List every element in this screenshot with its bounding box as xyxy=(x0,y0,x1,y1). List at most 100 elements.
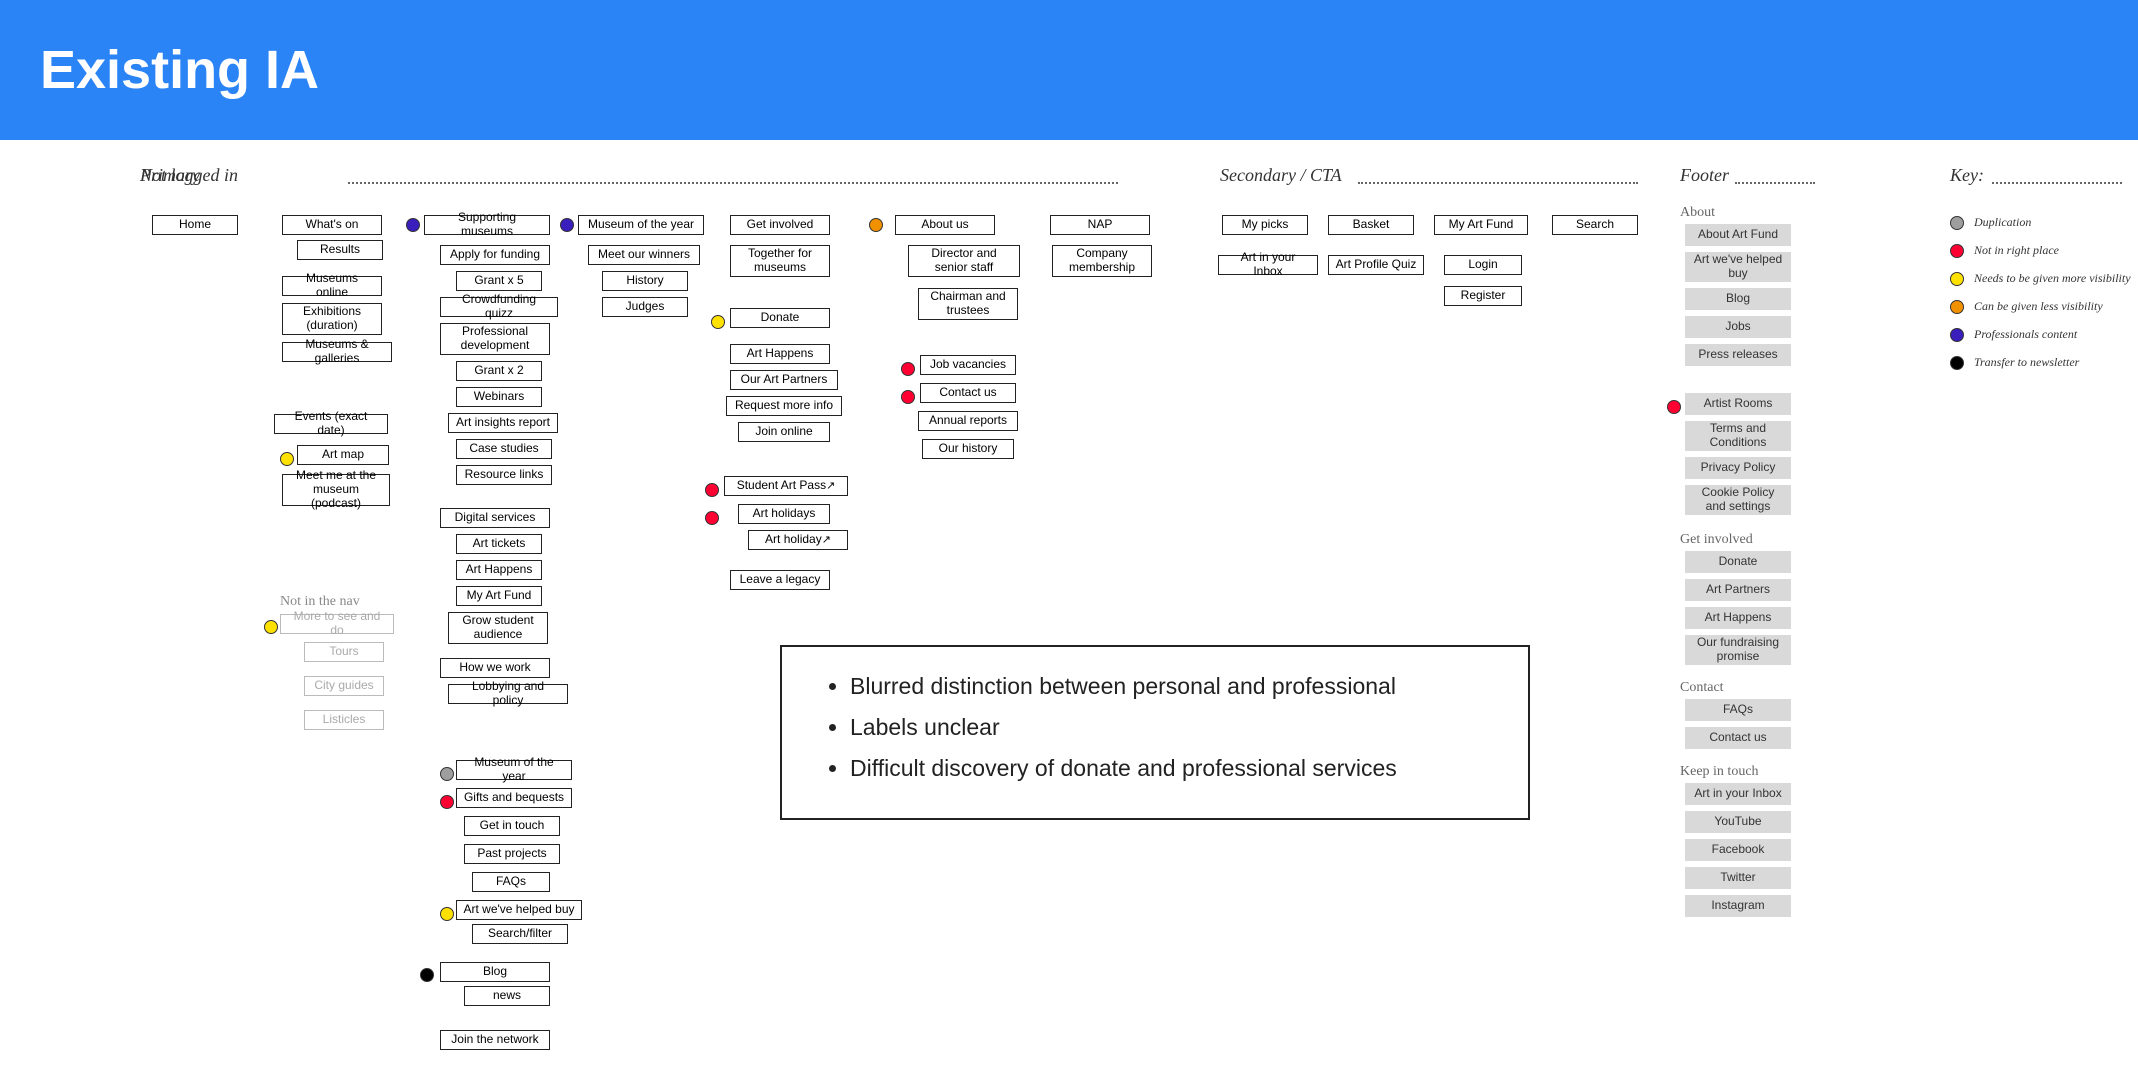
box-my-picks: My picks xyxy=(1222,215,1308,235)
annotation-dot xyxy=(264,620,278,634)
box-city-guides: City guides xyxy=(304,676,384,696)
box-director: Director and senior staff xyxy=(908,245,1020,277)
key-duplication: Duplication xyxy=(1950,215,2031,230)
box-faqs: FAQs xyxy=(472,872,550,892)
box-art-happens: Art Happens xyxy=(456,560,542,580)
box-register: Register xyxy=(1444,286,1522,306)
fbox-inbox: Art in your Inbox xyxy=(1685,783,1791,805)
fbox-art-helped: Art we've helped buy xyxy=(1685,252,1791,282)
box-museums-online: Museums online xyxy=(282,276,382,296)
box-art-holiday: Art holiday xyxy=(748,530,848,550)
box-exhibitions: Exhibitions (duration) xyxy=(282,303,382,335)
fbox-instagram: Instagram xyxy=(1685,895,1791,917)
note-3: Difficult discovery of donate and profes… xyxy=(850,753,1496,784)
box-case-studies: Case studies xyxy=(456,439,552,459)
key-more-visibility: Needs to be given more visibility xyxy=(1950,271,2131,286)
annotation-dot xyxy=(440,795,454,809)
box-vacancies: Job vacancies xyxy=(920,355,1016,375)
annotation-dot xyxy=(711,315,725,329)
fbox-happens: Art Happens xyxy=(1685,607,1791,629)
box-more-to-see: More to see and do xyxy=(280,614,394,634)
key-dot-grey xyxy=(1950,216,1964,230)
ia-canvas: Not logged in Primary Secondary / CTA Fo… xyxy=(140,140,2138,1082)
footer-contact-hdr: Contact xyxy=(1680,680,1724,696)
box-lobbying: Lobbying and policy xyxy=(448,684,568,704)
box-basket: Basket xyxy=(1328,215,1414,235)
box-art-in-inbox: Art in your Inbox xyxy=(1218,255,1318,275)
section-primary: Primary xyxy=(140,165,200,186)
fbox-contact-us: Contact us xyxy=(1685,727,1791,749)
box-join-network: Join the network xyxy=(440,1030,550,1050)
fbox-privacy: Privacy Policy xyxy=(1685,457,1791,479)
annotation-dot xyxy=(440,767,454,781)
box-art-helped-buy: Art we've helped buy xyxy=(456,900,582,920)
fbox-youtube: YouTube xyxy=(1685,811,1791,833)
key-professionals: Professionals content xyxy=(1950,327,2077,342)
box-apply-funding: Apply for funding xyxy=(440,245,550,265)
box-moty: Museum of the year xyxy=(578,215,704,235)
key-dot-blue xyxy=(1950,328,1964,342)
box-contact: Contact us xyxy=(920,383,1016,403)
box-news: news xyxy=(464,986,550,1006)
box-join-online: Join online xyxy=(738,422,830,442)
box-supporting: Supporting museums xyxy=(424,215,550,235)
key-dot-black xyxy=(1950,356,1964,370)
key-dot-red xyxy=(1950,244,1964,258)
underline-primary xyxy=(348,182,1118,184)
slide-header: Existing IA xyxy=(0,0,2138,140)
box-prof-dev: Professional development xyxy=(440,323,550,355)
box-judges: Judges xyxy=(602,297,688,317)
key-newsletter: Transfer to newsletter xyxy=(1950,355,2079,370)
box-get-in-touch: Get in touch xyxy=(464,816,560,836)
box-donate: Donate xyxy=(730,308,830,328)
fbox-donate: Donate xyxy=(1685,551,1791,573)
not-in-nav-label: Not in the nav xyxy=(280,594,360,610)
box-our-history: Our history xyxy=(922,439,1014,459)
box-my-art-fund: My Art Fund xyxy=(456,586,542,606)
fbox-partners: Art Partners xyxy=(1685,579,1791,601)
box-meet-winners: Meet our winners xyxy=(588,245,700,265)
box-gifts: Gifts and bequests xyxy=(456,788,572,808)
key-not-right-place: Not in right place xyxy=(1950,243,2059,258)
footer-involved-hdr: Get involved xyxy=(1680,532,1753,548)
box-moty2: Museum of the year xyxy=(456,760,572,780)
slide-title: Existing IA xyxy=(40,39,319,101)
box-art-holidays: Art holidays xyxy=(738,504,830,524)
section-secondary: Secondary / CTA xyxy=(1220,165,1342,186)
box-past-projects: Past projects xyxy=(464,844,560,864)
box-our-partners: Our Art Partners xyxy=(730,370,838,390)
fbox-faqs: FAQs xyxy=(1685,699,1791,721)
key-dot-orange xyxy=(1950,300,1964,314)
box-museums-galleries: Museums & galleries xyxy=(282,342,392,362)
box-legacy: Leave a legacy xyxy=(730,570,830,590)
annotation-dot xyxy=(705,483,719,497)
annotation-dot xyxy=(440,907,454,921)
box-request-info: Request more info xyxy=(726,396,842,416)
fbox-terms: Terms and Conditions xyxy=(1685,421,1791,451)
box-whats-on: What's on xyxy=(282,215,382,235)
box-search: Search xyxy=(1552,215,1638,235)
section-key: Key: xyxy=(1950,165,1984,186)
box-company-membership: Company membership xyxy=(1052,245,1152,277)
annotation-dot xyxy=(901,362,915,376)
fbox-facebook: Facebook xyxy=(1685,839,1791,861)
box-login: Login xyxy=(1444,255,1522,275)
box-home: Home xyxy=(152,215,238,235)
box-get-involved: Get involved xyxy=(730,215,830,235)
box-tours: Tours xyxy=(304,642,384,662)
box-events-exact: Events (exact date) xyxy=(274,414,388,434)
annotation-dot xyxy=(869,218,883,232)
box-about-us: About us xyxy=(895,215,995,235)
box-chairman: Chairman and trustees xyxy=(918,288,1018,320)
box-together: Together for museums xyxy=(730,245,830,277)
box-resource-links: Resource links xyxy=(456,465,552,485)
box-search-filter: Search/filter xyxy=(472,924,568,944)
fbox-press: Press releases xyxy=(1685,344,1791,366)
box-blog: Blog xyxy=(440,962,550,982)
box-grow-student: Grow student audience xyxy=(448,612,548,644)
box-my-art-fund2: My Art Fund xyxy=(1434,215,1528,235)
box-results: Results xyxy=(297,240,383,260)
box-nap: NAP xyxy=(1050,215,1150,235)
notes-box: Blurred distinction between personal and… xyxy=(780,645,1530,820)
annotation-dot xyxy=(280,452,294,466)
